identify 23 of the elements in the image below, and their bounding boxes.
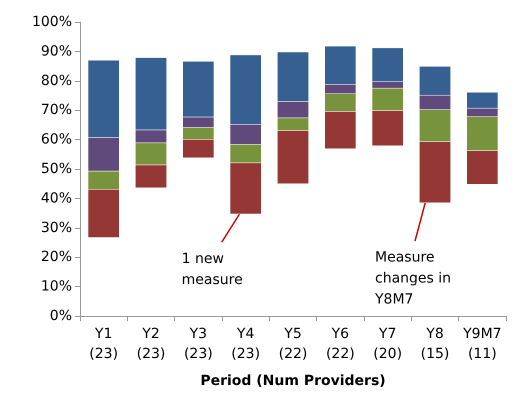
x-tick-label: Y7 (20) bbox=[373, 326, 402, 362]
y-tick-label: 0% bbox=[50, 308, 72, 324]
y-tick-label: 40% bbox=[40, 190, 72, 206]
y-tick-label: 20% bbox=[40, 249, 72, 266]
x-tick-label: Y4 (23) bbox=[231, 326, 260, 362]
y-tick-label: 60% bbox=[40, 132, 72, 148]
x-axis-title: Period (Num Providers) bbox=[200, 373, 386, 389]
y-tick-label: 80% bbox=[40, 72, 72, 89]
y-tick-label: 90% bbox=[40, 43, 72, 60]
x-tick-label: Y1 (23) bbox=[89, 326, 118, 362]
y-tick-label: 30% bbox=[40, 220, 72, 236]
x-tick-label: Y5 (22) bbox=[278, 326, 308, 362]
x-tick-label: Y6 (22) bbox=[326, 326, 355, 362]
y-tick-label: 50% bbox=[40, 161, 72, 177]
annotation: 1 new measure bbox=[182, 250, 243, 288]
x-tick-label: Y8 (15) bbox=[420, 326, 450, 362]
x-tick-label: Y3 (23) bbox=[184, 326, 213, 362]
y-tick-label: 70% bbox=[40, 102, 72, 118]
x-tick-label: Y2 (23) bbox=[136, 326, 166, 362]
y-tick-label: 100% bbox=[32, 14, 72, 30]
x-tick-label: Y9M7 (11) bbox=[462, 326, 502, 362]
y-tick-label: 10% bbox=[40, 278, 72, 295]
annotation: Measure changes in Y8M7 bbox=[374, 250, 452, 308]
